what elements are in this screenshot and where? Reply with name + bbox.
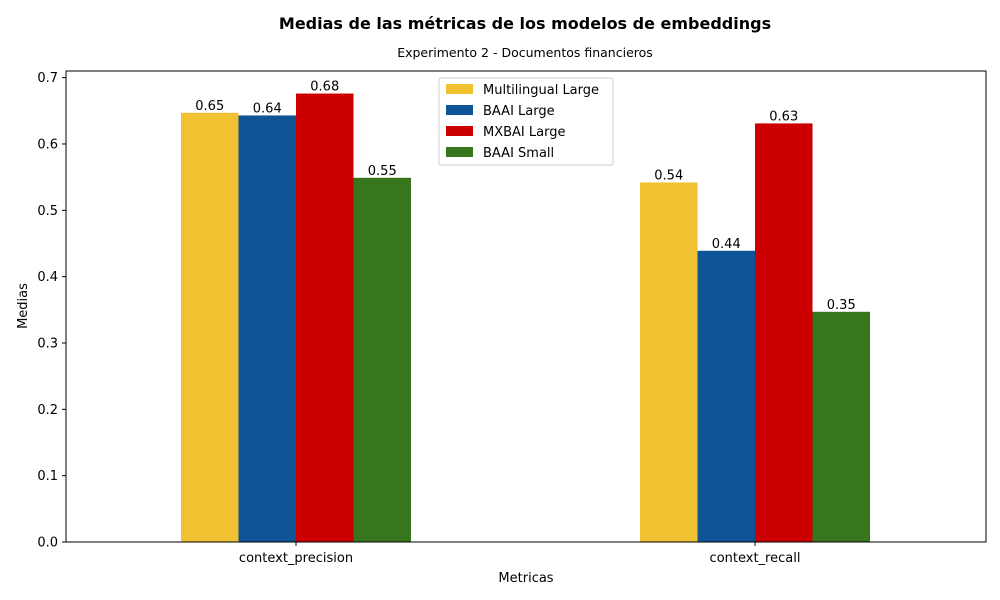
data-label: 0.68	[310, 80, 339, 95]
legend-label: Multilingual Large	[483, 83, 599, 98]
plot-frame	[65, 70, 987, 543]
legend-items: Multilingual Large BAAI Large MXBAI Large B…	[446, 83, 599, 161]
data-labels-layer: 0.65 0.54 0.64 0.44 0.68 0.63 0.55 0.35	[195, 80, 855, 313]
y-tick-label: 0.6	[37, 137, 58, 152]
legend-swatch	[446, 147, 473, 157]
data-label: 0.35	[827, 298, 856, 313]
y-tick-label: 0.2	[37, 403, 58, 418]
y-tick-label: 0.0	[37, 536, 58, 551]
x-axis-label: Metricas	[498, 571, 553, 586]
legend-swatch	[446, 105, 473, 115]
y-tick-label: 0.1	[37, 469, 58, 484]
x-tick-label: context_recall	[710, 551, 801, 566]
chart-subtitle: Experimento 2 - Documentos financieros	[397, 45, 653, 60]
bar-context_recall-mxbai-large	[755, 123, 813, 542]
bar-context_precision-multilingual-large	[181, 112, 239, 542]
bar-context_recall-multilingual-large	[640, 182, 698, 543]
data-label: 0.64	[253, 101, 282, 116]
legend-box	[438, 77, 614, 166]
bar-context_recall-baai-large	[697, 250, 755, 542]
legend: Multilingual Large BAAI Large MXBAI Large B…	[438, 77, 614, 166]
x-tick-label: context_precision	[239, 551, 353, 566]
x-axis: context_precision context_recall	[239, 542, 801, 566]
legend-swatch	[446, 126, 473, 136]
legend-label: MXBAI Large	[483, 125, 565, 140]
y-axis-label: Medias	[16, 283, 31, 329]
data-label: 0.65	[195, 99, 224, 114]
y-tick-label: 0.4	[37, 270, 58, 285]
data-label: 0.55	[368, 164, 397, 179]
y-axis: 0.0 0.1 0.2 0.3 0.4 0.5 0.6 0.7	[37, 71, 66, 551]
data-label: 0.54	[654, 168, 683, 183]
bars-layer	[181, 93, 870, 543]
data-label: 0.44	[712, 237, 741, 252]
y-tick-label: 0.7	[37, 71, 58, 86]
legend-swatch	[446, 84, 473, 94]
legend-label: BAAI Large	[483, 104, 555, 119]
bar-context_recall-baai-small	[812, 311, 870, 542]
chart-title: Medias de las métricas de los modelos de…	[279, 14, 771, 33]
bar-context_precision-baai-small	[353, 177, 411, 542]
y-tick-label: 0.3	[37, 336, 58, 351]
bar-context_precision-baai-large	[238, 115, 296, 543]
legend-label: BAAI Small	[483, 146, 554, 161]
bar-context_precision-mxbai-large	[296, 93, 354, 542]
data-label: 0.63	[769, 109, 798, 124]
y-tick-label: 0.5	[37, 204, 58, 219]
